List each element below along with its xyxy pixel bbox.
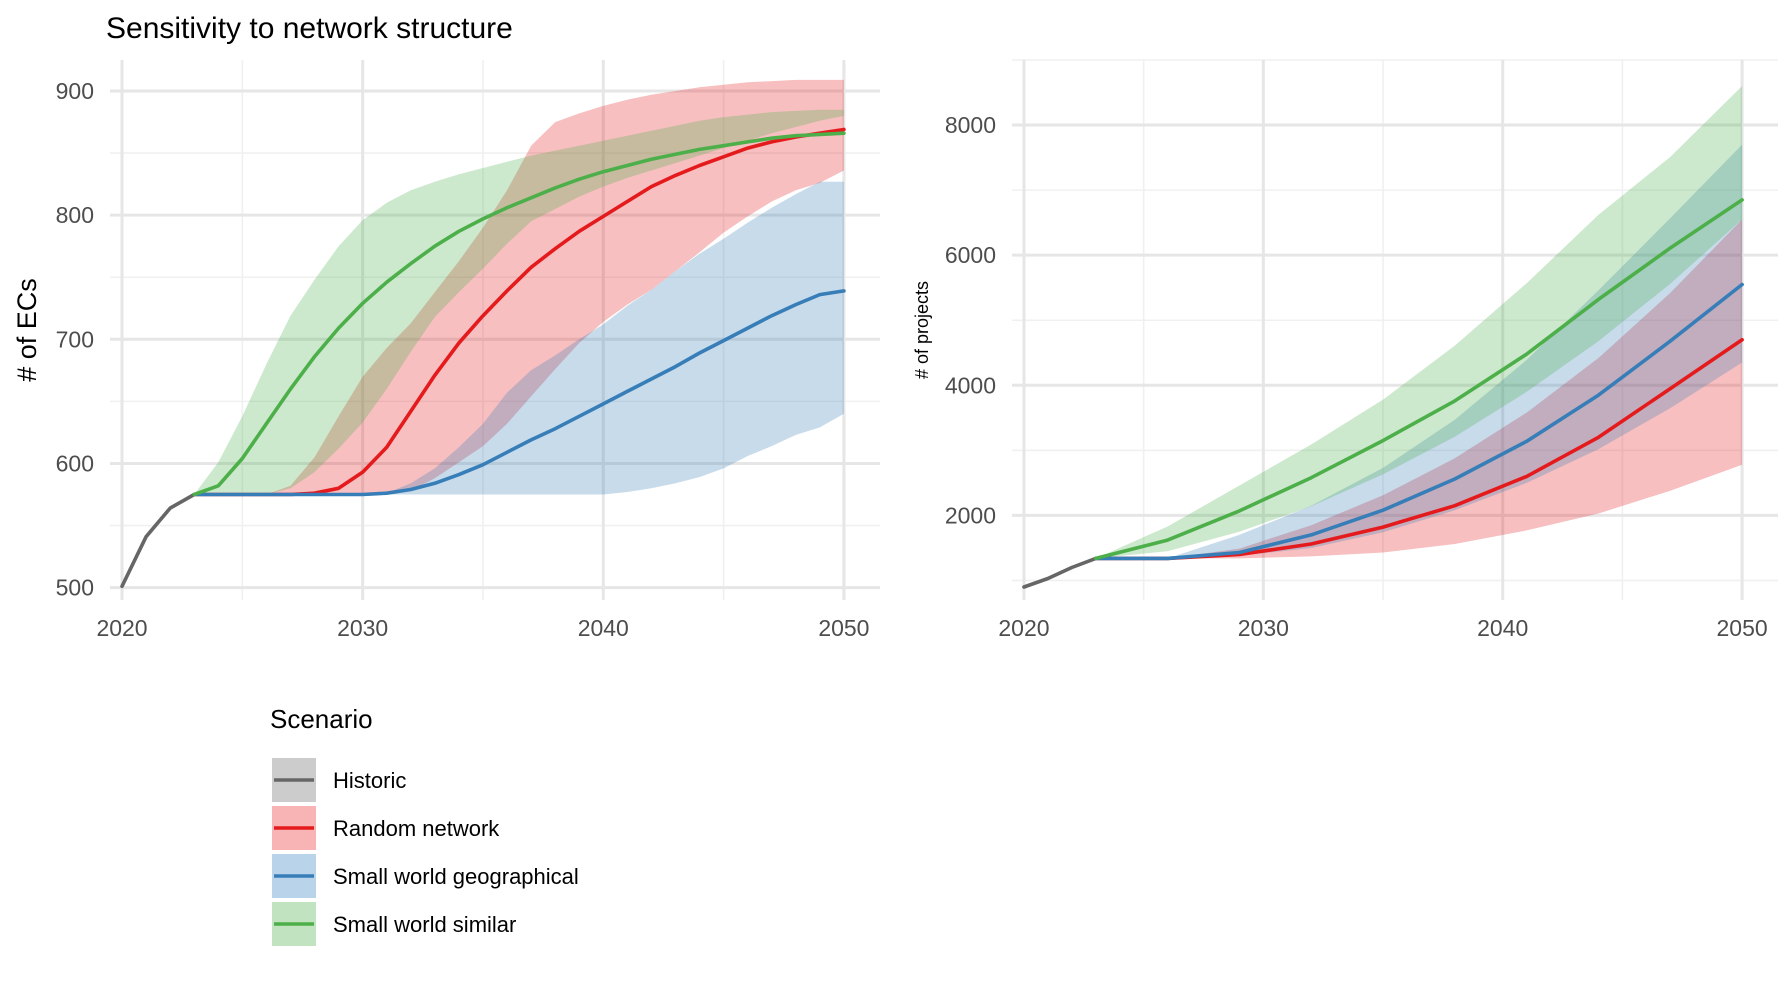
ecs-line-small-world-geographical — [192, 289, 846, 497]
projects-line-historic — [1022, 556, 1098, 589]
projects-x-tick-label: 2040 — [1477, 615, 1528, 641]
ecs-line-small-world-similar — [192, 131, 846, 497]
ecs-x-tick-label: 2050 — [818, 615, 869, 641]
ecs-y-tick-label: 600 — [56, 450, 94, 476]
legend-label-random-network: Random network — [333, 816, 500, 841]
projects-y-tick-label: 8000 — [945, 112, 996, 138]
projects-y-tick-label: 2000 — [945, 502, 996, 528]
projects-band-small-world-similar — [1095, 86, 1743, 559]
ecs-band-small-world-geographical — [194, 181, 844, 495]
ecs-y-axis-label: # of ECs — [12, 278, 42, 382]
panel-ecs: 2020 2030 2040 2050 500 600 700 800 900 # of ECs — [12, 60, 880, 641]
projects-line-small-world-similar — [1094, 198, 1744, 561]
ecs-y-tick-label: 700 — [56, 326, 94, 352]
legend-label-historic: Historic — [333, 768, 406, 793]
legend-label-small-world-similar: Small world similar — [333, 912, 516, 937]
panel-projects: 2020 2030 2040 2050 2000 4000 6000 8000 # of pro… — [912, 59, 1778, 641]
ecs-line-historic — [120, 492, 196, 589]
ecs-band-small-world-similar — [194, 109, 844, 495]
ecs-x-tick-label: 2020 — [96, 615, 147, 641]
projects-y-axis-label: # of projects — [912, 281, 932, 379]
ecs-y-tick-label: 500 — [56, 575, 94, 601]
ecs-x-tick-label: 2040 — [578, 615, 629, 641]
projects-x-tick-label: 2020 — [998, 615, 1049, 641]
projects-x-tick-label: 2030 — [1238, 615, 1289, 641]
projects-y-tick-label: 6000 — [945, 242, 996, 268]
ecs-band-random-network — [194, 79, 844, 495]
ecs-y-tick-label: 800 — [56, 202, 94, 228]
ecs-x-tick-label: 2030 — [337, 615, 388, 641]
chart-title: Sensitivity to network structure — [106, 12, 513, 45]
ecs-y-tick-label: 900 — [56, 78, 94, 104]
legend-title: Scenario — [270, 704, 373, 734]
projects-line-small-world-geographical — [1094, 282, 1744, 561]
projects-band-small-world-geographical — [1095, 144, 1743, 559]
projects-y-tick-label: 4000 — [945, 372, 996, 398]
legend: Scenario Historic Random network Small wor… — [270, 704, 579, 946]
projects-x-tick-label: 2050 — [1717, 615, 1768, 641]
projects-band-random-network — [1095, 219, 1743, 559]
legend-label-small-world-geographical: Small world geographical — [333, 864, 579, 889]
